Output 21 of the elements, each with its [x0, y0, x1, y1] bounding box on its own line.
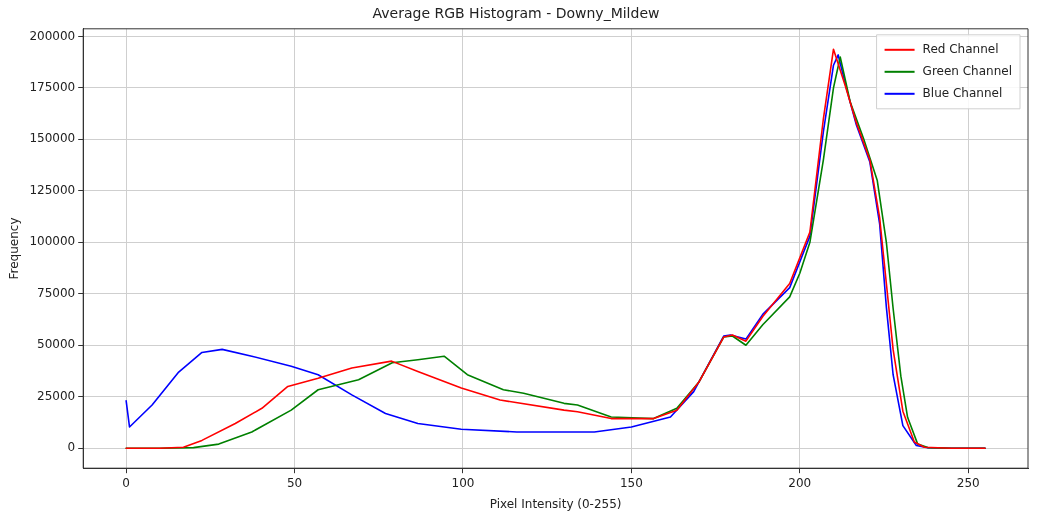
legend-label: Blue Channel: [922, 85, 1003, 100]
x-tick-label: 0: [122, 475, 130, 490]
y-tick-label: 0: [67, 440, 76, 455]
y-tick-label: 125000: [29, 182, 76, 197]
y-tick-label: 75000: [37, 285, 76, 300]
x-tick-label: 150: [619, 475, 643, 490]
y-tick-label: 150000: [29, 131, 76, 146]
x-tick-label: 200: [788, 475, 812, 490]
y-tick-label: 50000: [37, 337, 76, 352]
legend-label: Red Channel: [922, 41, 999, 56]
y-tick-label: 175000: [29, 80, 76, 95]
chart-title: Average RGB Histogram - Downy_Mildew: [372, 5, 660, 22]
x-axis-title: Pixel Intensity (0-255): [489, 496, 622, 511]
y-axis-title: Frequency: [7, 217, 22, 280]
y-tick-label: 25000: [37, 388, 76, 403]
x-tick-label: 50: [286, 475, 303, 490]
x-tick-label: 100: [451, 475, 475, 490]
y-tick-label: 200000: [29, 28, 76, 43]
x-tick-label: 250: [956, 475, 980, 490]
legend-label: Green Channel: [922, 63, 1012, 78]
y-tick-label: 100000: [29, 234, 76, 249]
